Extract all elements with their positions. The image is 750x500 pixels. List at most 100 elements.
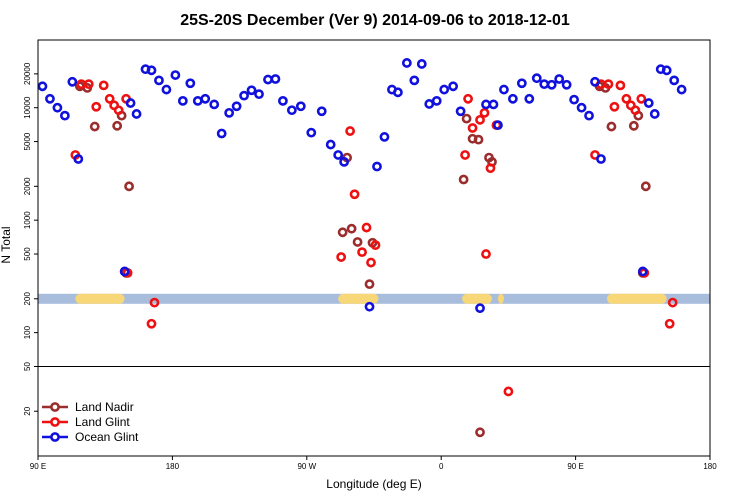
x-tick-label: 90 W [297,462,316,471]
ocean-glint-point [649,109,660,119]
y-axis-label: N Total [0,226,13,263]
x-axis-label: Longitude (deg E) [326,477,421,491]
x-tick-label: 90 E [567,462,583,471]
legend-marker-land-nadir [50,402,60,412]
ocean-glint-point [493,120,503,131]
y-tick-label: 5000 [23,132,32,150]
y-tick-label: 100 [23,325,32,339]
ocean-glint-point [531,73,542,84]
ocean-glint-point [170,70,181,80]
ocean-glint-point [200,93,211,104]
ocean-glint-point [416,59,427,69]
y-tick-label: 20000 [23,62,32,85]
land-surface-segment [75,293,125,304]
ocean-glint-point [676,84,687,95]
land-glint-point [113,105,124,116]
ocean-glint-point [643,98,654,108]
ocean-glint-point [224,107,235,118]
land-glint-point [636,93,647,104]
land-glint-point [667,297,678,308]
land-nadir-point [606,121,617,132]
ocean-glint-point [516,78,527,89]
ocean-glint-point [499,84,509,95]
ocean-glint-point [364,301,375,312]
ocean-glint-point [286,105,297,116]
land-surface-segment [606,293,667,304]
ocean-glint-point [539,79,550,90]
y-tick-label: 2000 [23,177,32,195]
ocean-glint-point [306,127,317,138]
land-nadir-point [352,237,363,247]
ocean-glint-point [424,99,435,109]
land-glint-point [479,107,490,118]
land-glint-point [345,126,356,136]
land-nadir-point [461,113,472,124]
land-nadir-point [337,227,348,238]
land-glint-point [357,247,367,258]
ocean-glint-point [596,154,606,164]
y-tick-label: 500 [23,247,32,261]
x-tick-label: 90 E [30,462,46,471]
legend-label-ocean-glint: Ocean Glint [75,430,139,444]
land-surface-segment [462,293,492,304]
ocean-glint-point [254,89,264,100]
ocean-glint-point [185,78,196,89]
land-glint-point [91,101,102,112]
land-glint-point [475,114,485,125]
ocean-glint-point [448,81,459,92]
ocean-glint-point [379,132,390,142]
land-nadir-point [112,120,123,131]
legend-label-land-glint: Land Glint [75,415,130,429]
land-glint-point [603,79,614,90]
land-glint-point [146,318,157,329]
ocean-glint-point [154,75,164,86]
plot-frame [37,39,711,457]
ocean-glint-point [278,95,288,106]
ocean-glint-point [125,98,136,108]
ocean-glint-point [119,266,130,277]
ocean-glint-point [475,303,485,314]
plot-area [37,58,710,438]
land-nadir-point [640,181,651,192]
land-glint-point [463,93,473,104]
ocean-glint-point [161,84,172,95]
ocean-glint-point [270,74,281,84]
ocean-glint-point [561,79,572,90]
land-glint-point [361,222,372,233]
ocean-glint-point [239,90,249,101]
y-axis: 20 50 100 200 500 1000 2000 5000 10000 20000 [23,62,38,416]
land-nadir-point [364,279,375,290]
ocean-glint-point [316,106,327,117]
ocean-glint-point [546,79,557,90]
land-glint-point [664,318,675,329]
ocean-glint-point [52,102,63,113]
land-glint-point [630,105,641,116]
ocean-glint-point [146,65,157,76]
x-tick-label: 0 [439,462,444,471]
ocean-glint-point [216,128,227,139]
land-surface-segment [338,293,379,304]
land-glint-point [104,93,115,104]
ocean-glint-point [392,87,403,98]
land-glint-point [615,80,626,91]
ocean-glint-point [554,74,565,84]
land-glint-point [621,93,632,104]
ocean-glint-point [131,109,142,119]
ocean-glint-point [507,93,518,104]
ocean-glint-point [295,101,306,112]
ocean-glint-point [590,76,600,87]
ocean-glint-point [372,161,382,172]
land-glint-point [366,257,376,268]
ocean-glint-point [73,154,84,164]
ocean-glint-point [584,110,594,121]
land-nadir-point [473,134,484,145]
land-nadir-point [89,121,100,132]
land-nadir-point [458,174,469,185]
ocean-glint-point [488,99,499,110]
land-glint-point [467,123,478,133]
land-nadir-point [346,223,357,234]
ocean-glint-point [401,58,412,68]
x-axis: 90 E 180 90 W 0 90 E 180 [30,456,717,471]
ocean-glint-point [339,156,350,167]
